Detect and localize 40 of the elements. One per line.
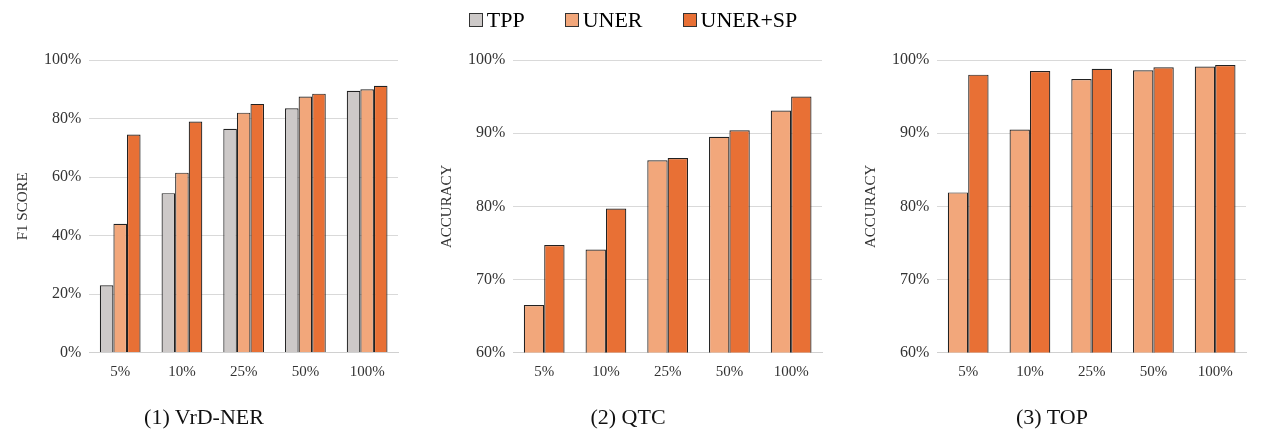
- y-tick-label: 100%: [892, 50, 930, 68]
- x-tick-label: 50%: [291, 362, 320, 379]
- x-tick-label: 5%: [534, 362, 555, 379]
- text: (2) QTC: [590, 403, 666, 429]
- x-tick-label: 25%: [1077, 362, 1106, 379]
- x-tick-label: 50%: [1139, 362, 1168, 379]
- y-tick-label: 0%: [60, 342, 82, 360]
- x-tick-label: 100%: [1197, 362, 1233, 379]
- x-tick-label: 25%: [229, 362, 258, 379]
- y-tick-label: 80%: [476, 196, 506, 214]
- y-tick-label: 60%: [900, 342, 930, 360]
- x-tick-label: 5%: [958, 362, 979, 379]
- legend-label: UNER: [582, 7, 643, 33]
- x-tick-label: 100%: [773, 362, 809, 379]
- x-tick-label: 5%: [110, 362, 131, 379]
- y-tick-label: 60%: [476, 342, 506, 360]
- y-tick-label: 70%: [900, 269, 930, 287]
- y-tick-label: 80%: [52, 108, 82, 126]
- x-tick-label: 50%: [715, 362, 744, 379]
- legend-label: UNER+SP: [700, 7, 798, 33]
- y-tick-label: 70%: [476, 269, 506, 287]
- y-tick-label: 100%: [468, 50, 506, 68]
- y-tick-label: 90%: [900, 123, 930, 141]
- y-tick-label: 20%: [52, 284, 82, 302]
- x-tick-label: 100%: [349, 362, 385, 379]
- y-axis-title: F1 SCORE: [13, 172, 30, 241]
- x-tick-label: 10%: [168, 362, 196, 379]
- y-tick-label: 100%: [44, 50, 82, 68]
- y-tick-label: 80%: [900, 196, 930, 214]
- x-tick-label: 25%: [653, 362, 682, 379]
- text: (3) TOP: [1016, 403, 1088, 429]
- y-axis-title: ACCURACY: [861, 164, 878, 248]
- y-tick-label: 40%: [52, 225, 82, 243]
- x-tick-label: 10%: [1016, 362, 1044, 379]
- x-tick-label: 10%: [592, 362, 620, 379]
- legend-label: TPP: [486, 7, 525, 33]
- y-tick-label: 90%: [476, 123, 506, 141]
- text: (1) VrD-NER: [144, 403, 265, 429]
- y-axis-title: ACCURACY: [437, 164, 454, 248]
- y-tick-label: 60%: [52, 167, 82, 185]
